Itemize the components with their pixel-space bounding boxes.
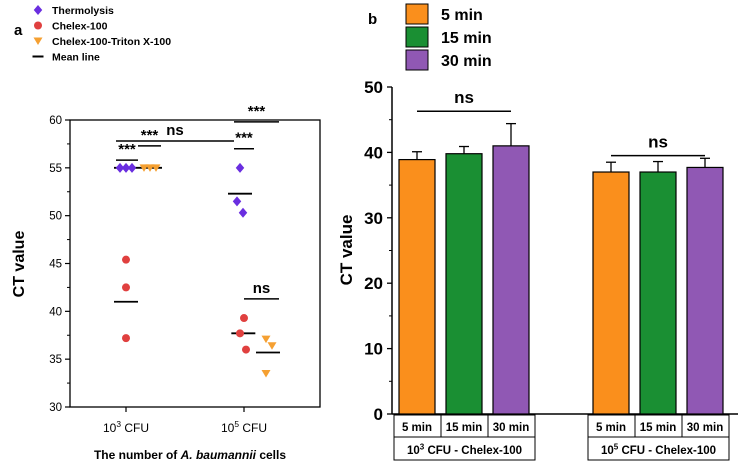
legend-label-2: 30 min [441,53,492,70]
bar-label-1-2: 30 min [687,422,723,434]
panel-b-significance: ns ns [417,88,705,157]
bar-label-0-1: 15 min [446,422,482,434]
bar-0-1 [445,153,483,415]
significance-label-4: *** [235,130,253,147]
legend-label-3: Mean line [52,52,100,64]
bar-0-2 [492,145,530,415]
y-tick-label-5: 50 [364,78,383,97]
y-tick-label-3: 30 [364,209,383,228]
legend-label-1: 15 min [441,30,492,47]
legend-swatch-1 [405,26,429,48]
bar-label-0-0: 5 min [402,422,432,434]
panel-a-y-axis-label: CT value [11,231,28,298]
data-point-1-1 [122,283,130,292]
panel-b-label: b [368,11,377,28]
panel-b-bars [398,122,724,415]
data-point-2-2 [151,164,161,172]
panel-a-legend: Thermolysis Chelex-100 Chelex-100-Triton X… [32,5,171,64]
data-point-1-2 [122,334,130,343]
data-point-0-0 [115,162,125,173]
panel-a-axes: 30 35 40 45 50 55 60 103 CFU 105 CFU [49,115,321,435]
y-tick-label-0: 0 [374,405,383,424]
legend-swatch-0 [405,3,429,25]
panel-b-bar-chart: b 5 min 15 min 30 min CT value 0 10 20 30 40 50… [337,3,738,461]
y-tick-label-1: 10 [364,340,383,359]
x-label-suffix: cells [256,448,286,462]
significance-label-1: ns [648,133,668,152]
y-tick-label-5: 55 [49,163,62,175]
significance-label-1: *** [118,141,136,158]
legend-label-0: Thermolysis [52,5,114,17]
data-point-0-5 [238,207,248,218]
y-tick-label-1: 35 [49,354,62,366]
significance-label-2: *** [141,127,159,144]
table-group-cell-1 [587,436,730,461]
panel-b-axes: 0 10 20 30 40 50 [364,78,738,424]
legend-marker-1 [34,21,42,30]
y-tick-label-2: 40 [49,306,62,318]
panel-a-scatter-chart: a Thermolysis Chelex-100 Chelex-100-Triton… [11,5,321,462]
data-point-2-0 [139,164,149,172]
panel-a-points [115,162,277,378]
x-label-species: A. baumannii [180,448,257,462]
panel-a-significance: ns *** *** *** *** ns [116,103,279,300]
data-point-2-1 [145,164,155,172]
panel-b-y-axis-label: CT value [337,215,356,286]
bar-0-0 [398,158,436,415]
legend-marker-2 [33,37,43,45]
y-tick-label-2: 20 [364,274,383,293]
x-tick-label-0: 103 CFU [103,419,149,435]
bar-1-0 [592,171,630,415]
panel-a-mean-lines [114,166,280,354]
significance-label-0: ns [454,88,474,107]
table-group-cell-0 [393,436,536,461]
significance-label-0: ns [166,122,184,139]
data-point-1-5 [242,345,250,354]
x-label-prefix: The number of [94,448,181,462]
legend-swatch-2 [405,49,429,71]
bar-label-1-0: 5 min [596,422,626,434]
data-point-0-3 [235,162,245,173]
y-tick-label-4: 40 [364,143,383,162]
data-point-0-4 [232,196,242,207]
panel-b-category-table: 5 min 15 min 30 min 103 CFU - Chelex-100 5 m… [393,414,730,461]
bar-1-2 [686,166,724,415]
data-point-2-5 [261,370,271,378]
y-tick-label-3: 45 [49,259,62,271]
bar-1-1 [639,171,677,415]
panel-a-label: a [14,22,23,39]
bar-label-1-1: 15 min [640,422,676,434]
significance-label-5: ns [253,280,271,297]
data-point-2-3 [261,335,271,344]
x-tick-label-1: 105 CFU [221,419,267,435]
legend-marker-0 [33,5,43,15]
data-point-1-0 [122,255,130,264]
legend-label-2: Chelex-100-Triton X-100 [52,36,171,48]
data-point-2-4 [267,342,277,350]
legend-label-0: 5 min [441,7,483,24]
panel-b-legend: 5 min 15 min 30 min [405,3,492,71]
group-label-1: 105 CFU - Chelex-100 [601,442,716,457]
panel-a-x-axis-label: The number of A. baumannii cells [94,448,286,462]
y-tick-label-6: 60 [49,115,62,127]
y-tick-label-4: 50 [49,211,62,223]
data-point-0-1 [121,162,131,173]
data-point-1-3 [240,314,248,323]
legend-label-1: Chelex-100 [52,21,108,33]
data-point-0-2 [127,162,137,173]
group-label-0: 103 CFU - Chelex-100 [407,442,522,457]
bar-label-0-2: 30 min [493,422,529,434]
significance-label-3: *** [248,103,266,120]
y-tick-label-0: 30 [49,402,62,414]
plot-frame [69,119,321,408]
data-point-1-4 [236,329,244,338]
